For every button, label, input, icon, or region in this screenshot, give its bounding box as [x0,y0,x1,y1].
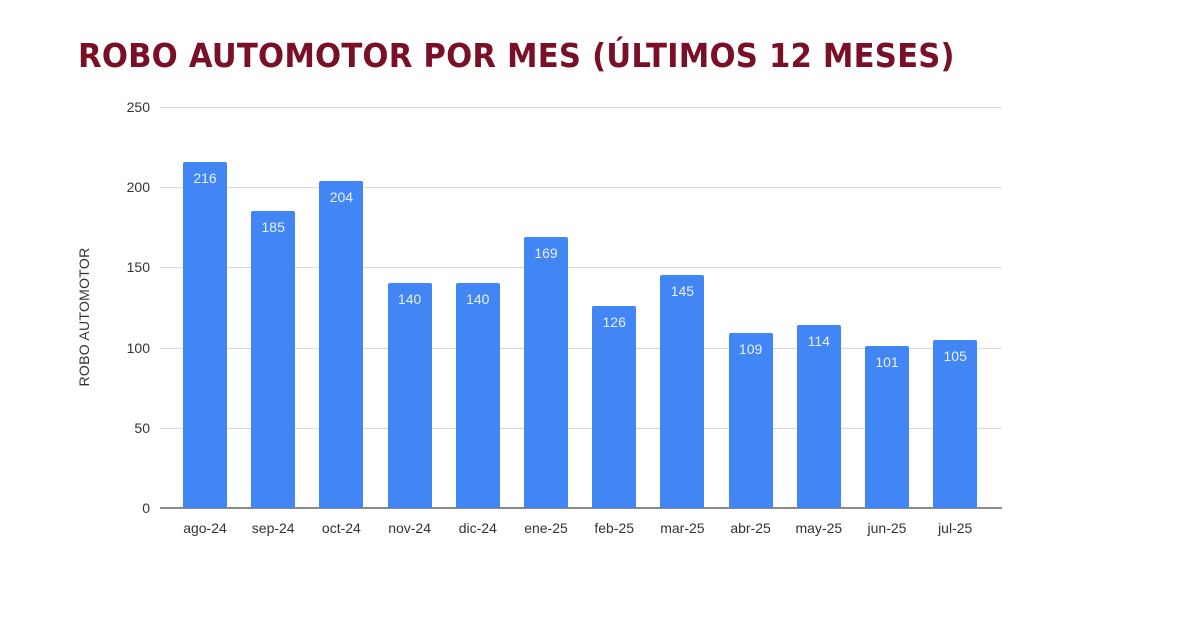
bar-dic-24[interactable]: 140 [455,283,500,508]
bar-oct-24[interactable]: 204 [319,180,364,508]
x-tick-label: oct-24 [321,520,361,536]
gridline [160,267,1002,269]
x-tick-label: sep-24 [251,520,295,536]
bar-value-label: 101 [875,354,899,370]
y-tick-label: 100 [126,339,150,356]
bar-ene-25[interactable]: 169 [524,236,568,508]
bar-sep-24[interactable]: 185 [251,211,296,508]
gridline [160,107,1002,108]
plot-area: 216 185 204 140 140 169 126 145 109 114 101 105 [160,107,1002,509]
bar-value-label: 185 [261,219,285,236]
bar-value-label: 216 [193,169,217,186]
bar-value-label: 140 [397,291,422,308]
x-tick-label: nov-24 [388,520,431,536]
gridline [160,427,1002,429]
bar-value-label: 126 [602,313,626,330]
y-tick-label: 150 [126,259,150,276]
chart-title: ROBO AUTOMOTOR POR MES (ÚLTIMOS 12 MESES… [78,36,955,75]
bar-ago-24[interactable]: 216 [183,161,227,508]
bar-value-label: 204 [329,188,354,205]
bar-value-label: 145 [670,283,695,300]
bar-value-label: 169 [534,244,558,261]
x-tick-label: feb-25 [594,520,635,536]
gridline [160,187,1002,189]
bar-value-label: 105 [943,347,967,364]
x-tick-label: jul-25 [938,520,973,536]
x-tick-label: may-25 [795,520,843,536]
bar-nov-24[interactable]: 140 [387,283,432,508]
x-tick-label: abr-25 [730,520,771,536]
bar-feb-25[interactable]: 126 [592,305,637,508]
bar-may-25[interactable]: 114 [796,325,841,508]
y-axis-label: ROBO AUTOMOTOR [76,247,92,387]
y-tick-label: 0 [142,500,150,516]
bar-value-label: 109 [738,341,763,358]
x-tick-label: mar-25 [660,520,705,536]
y-tick-label: 50 [134,419,150,436]
y-tick-label: 250 [126,99,150,115]
bar-jun-25[interactable]: 101 [865,346,909,508]
x-tick-label: dic-24 [458,520,497,536]
bar-value-label: 114 [807,333,830,350]
x-tick-label: jun-25 [867,520,907,536]
bar-abr-25[interactable]: 109 [728,333,773,508]
x-tick-label: ago-24 [183,520,227,536]
x-tick-label: ene-25 [524,520,568,536]
x-axis-line [160,507,1002,509]
gridline [160,347,1002,349]
y-tick-label: 200 [126,179,150,196]
bar-value-label: 140 [466,291,490,308]
bar-jul-25[interactable]: 105 [933,339,978,508]
bar-mar-25[interactable]: 145 [660,275,705,508]
